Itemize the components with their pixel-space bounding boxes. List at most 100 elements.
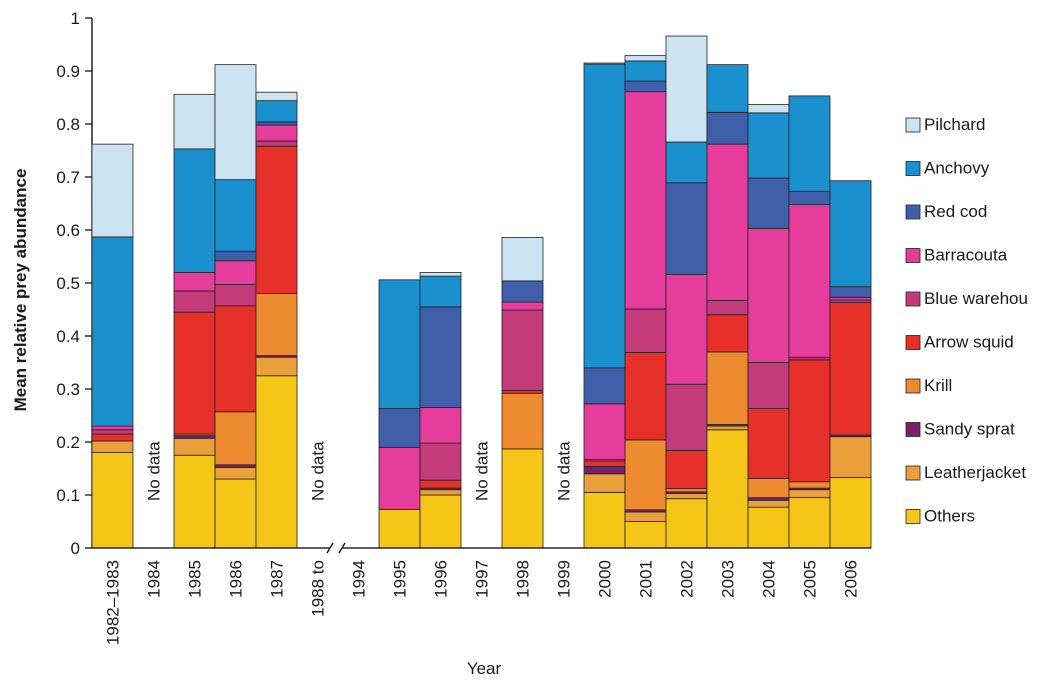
x-axis-title: Year: [467, 659, 502, 678]
bar-segment: [706, 64, 749, 113]
x-tick-label: 1994: [350, 560, 369, 598]
bar-segment: [665, 450, 708, 490]
bar-segment: [624, 511, 667, 522]
legend-swatch: [905, 248, 921, 263]
bar-segment: [173, 148, 216, 273]
bar-segment: [747, 177, 790, 229]
bar-segment: [378, 508, 421, 549]
legend-swatch: [905, 335, 921, 350]
bar-segment: [624, 60, 667, 82]
x-tick-label: 1984: [145, 560, 164, 598]
legend-swatch: [905, 422, 921, 437]
bar-segment: [91, 236, 134, 427]
bar-segment: [91, 440, 134, 454]
x-tick-label: 1996: [432, 560, 451, 598]
bar-segment: [829, 302, 872, 436]
bar-segment: [419, 271, 462, 277]
legend-label: Sandy sprat: [924, 420, 1015, 439]
bar-segment: [706, 143, 749, 301]
x-tick-label: 1999: [555, 560, 574, 598]
bar-segment: [214, 260, 257, 285]
bar-segment: [665, 35, 708, 143]
y-tick-label: 0.8: [56, 115, 80, 134]
y-tick-label: 0.1: [56, 486, 80, 505]
x-tick-label: 2000: [596, 560, 615, 598]
bar-segment: [214, 305, 257, 413]
bar-segment: [214, 467, 257, 480]
bar-segment: [378, 279, 421, 410]
bar-segment: [747, 112, 790, 179]
bar-segment: [706, 111, 749, 145]
x-tick-label: 2006: [842, 560, 861, 598]
legend-label: Pilchard: [924, 115, 985, 134]
bar-segment: [788, 190, 831, 205]
y-tick-label: 0.4: [56, 327, 80, 346]
bar-segment: [501, 309, 544, 391]
y-axis-title: Mean relative prey abundance: [11, 169, 30, 412]
bar-segment: [624, 308, 667, 353]
bar-segment: [173, 290, 216, 313]
legend-label: Krill: [924, 376, 952, 395]
x-tick-label: 1988 to: [309, 560, 328, 617]
bar-segment: [91, 452, 134, 549]
bar-segment: [419, 306, 462, 408]
bar-segment: [788, 489, 831, 499]
bar-segment: [624, 80, 667, 93]
bar-segment: [91, 425, 134, 431]
bar-segment: [665, 182, 708, 275]
y-tick-label: 0.2: [56, 433, 80, 452]
bar-segment: [583, 465, 626, 475]
bar-segment: [378, 408, 421, 448]
bar-segment: [624, 439, 667, 511]
legend-swatch: [905, 204, 921, 220]
bar-segment: [583, 367, 626, 405]
bar-segment: [706, 425, 749, 431]
no-data-labels: No data No data No data No data: [145, 441, 574, 501]
legend-swatch: [905, 117, 921, 133]
bar-segment: [829, 180, 872, 288]
legend: Pilchard Anchovy Red cod Barracouta Blue war…: [905, 115, 1028, 526]
bar-segment: [788, 497, 831, 549]
bar-segment: [173, 93, 216, 150]
bar-segment: [788, 95, 831, 192]
bar-segment: [214, 284, 257, 307]
bar-segment: [501, 301, 544, 311]
x-tick-label: 2005: [801, 560, 820, 598]
bar-segment: [583, 460, 626, 467]
bar-segment: [173, 271, 216, 292]
bar-segment: [788, 359, 831, 483]
bar-segment: [255, 91, 298, 102]
y-tick-label: 0.3: [56, 380, 80, 399]
x-tick-label: 1982–1983: [104, 560, 123, 645]
legend-label: Arrow squid: [924, 333, 1014, 352]
x-tick-label: 1986: [227, 560, 246, 598]
x-tick-label: 2002: [678, 560, 697, 598]
bar-segment: [624, 91, 667, 310]
no-data-label: No data: [145, 441, 164, 501]
bar-segment: [624, 55, 667, 62]
bar-segment: [706, 314, 749, 353]
x-tick-label: 1997: [473, 560, 492, 598]
bar-segment: [665, 493, 708, 500]
legend-label: Blue warehou: [924, 289, 1028, 308]
legend-swatch: [905, 291, 921, 307]
bar-segment: [255, 100, 298, 123]
bar-segment: [419, 442, 462, 481]
bar-segment: [665, 498, 708, 549]
x-tick-label: 1987: [268, 560, 287, 598]
x-axis: 1982–1983 1984 1985 1986 1987 1988 to 1994 1995…: [92, 542, 871, 645]
legend-swatch: [905, 465, 921, 481]
no-data-label: No data: [309, 441, 328, 501]
bar-segment: [255, 375, 298, 549]
bar-segment: [501, 392, 544, 450]
legend-label: Barracouta: [924, 246, 1008, 265]
bar-segment: [829, 477, 872, 549]
bar-segment: [419, 494, 462, 549]
bar-segment: [255, 293, 298, 357]
bar-segment: [665, 488, 708, 493]
y-tick-label: 0: [71, 539, 80, 558]
bar-segment: [583, 473, 626, 493]
bar-segment: [419, 479, 462, 489]
x-tick-label: 2004: [760, 560, 779, 598]
